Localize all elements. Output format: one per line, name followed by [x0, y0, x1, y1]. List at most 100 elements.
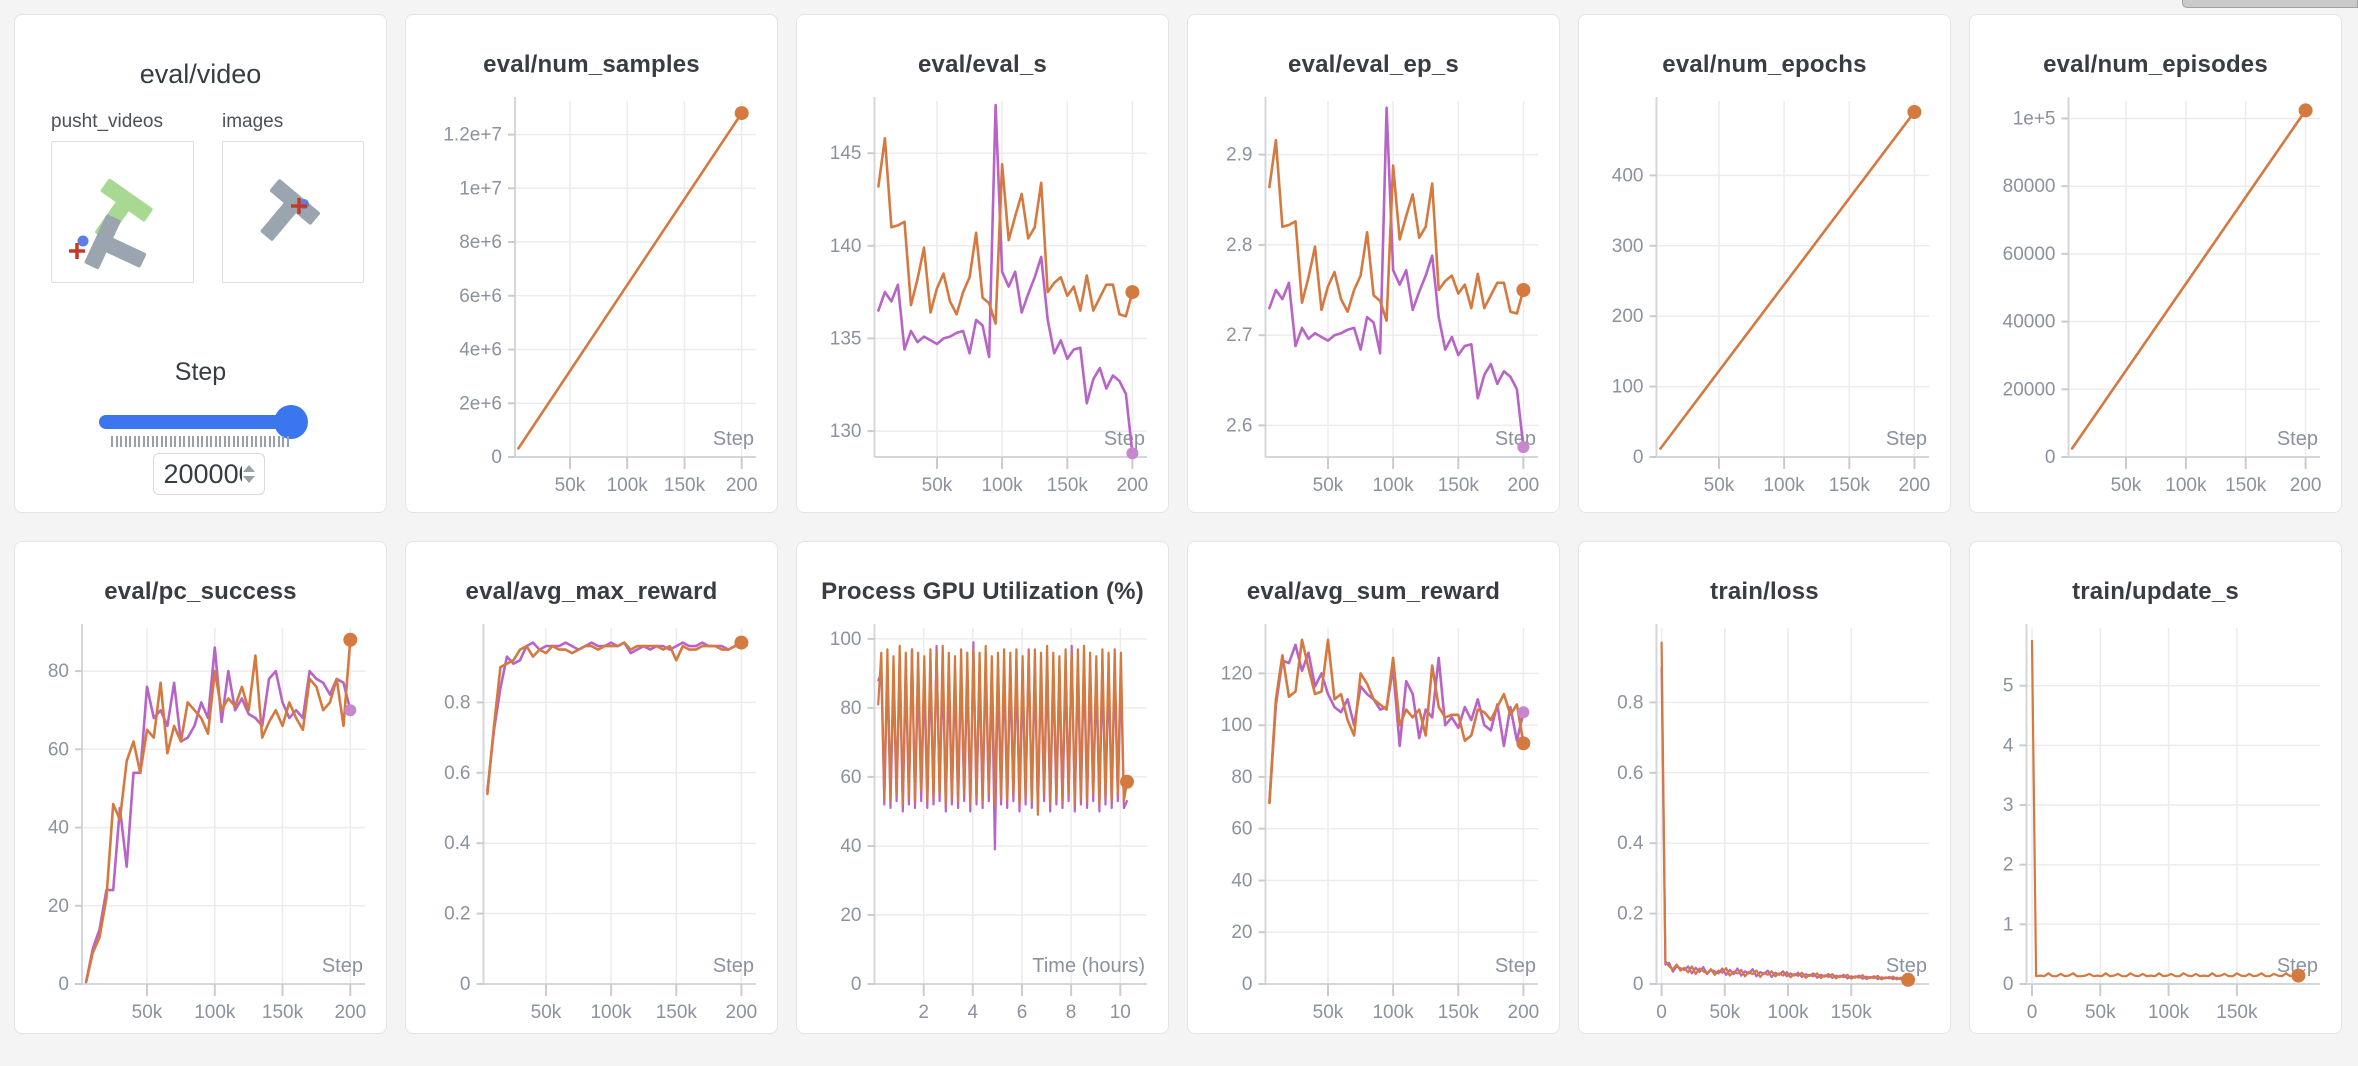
video-thumbnail-images[interactable]: [222, 141, 364, 283]
step-slider-ticks: [111, 436, 289, 447]
svg-text:150k: 150k: [262, 1002, 304, 1023]
svg-text:80: 80: [1231, 767, 1252, 788]
svg-text:0: 0: [851, 974, 862, 995]
svg-text:1.2e+7: 1.2e+7: [443, 125, 502, 146]
svg-text:2: 2: [2003, 855, 2014, 876]
svg-text:140: 140: [830, 236, 862, 257]
svg-text:40: 40: [48, 818, 69, 839]
svg-text:100k: 100k: [194, 1002, 236, 1023]
chart-plot-num-episodes[interactable]: 0 20000 40000 60000 80000 1e+5 50k 100k 150k 200 S…: [1970, 15, 2343, 514]
chart-plot-avg-sum-reward[interactable]: 0 20 40 60 80 100 120 50k 100k 150k 200 Step: [1188, 542, 1561, 1035]
svg-text:Step: Step: [1495, 955, 1536, 977]
images-scene-image: [260, 179, 320, 241]
svg-text:2.8: 2.8: [1226, 235, 1252, 256]
agent-dot: [77, 235, 89, 247]
svg-text:2e+6: 2e+6: [459, 393, 502, 414]
svg-text:0: 0: [2045, 447, 2056, 468]
step-spinner[interactable]: [242, 465, 255, 483]
svg-text:100: 100: [1612, 377, 1644, 398]
svg-text:0.8: 0.8: [1617, 692, 1643, 713]
svg-text:50k: 50k: [1313, 475, 1344, 496]
svg-text:150k: 150k: [664, 475, 706, 496]
media-label-pusht-videos: pusht_videos: [51, 111, 163, 132]
chart-card-num-epochs: eval/num_epochs 0 100 200 300 400 50k 100k 150k…: [1578, 14, 1951, 513]
chart-plot-num-samples[interactable]: 0 2e+6 4e+6 6e+6 8e+6 1e+7 1.2e+7 50k 100k 150k 20…: [406, 15, 779, 514]
chart-card-gpu-utilization: Process GPU Utilization (%) 0 20 40 60 80 100…: [796, 541, 1169, 1034]
svg-text:0.2: 0.2: [444, 904, 470, 925]
svg-text:200: 200: [1508, 475, 1540, 496]
chart-plot-eval-ep-s[interactable]: 2.6 2.7 2.8 2.9 50k 100k 150k 200 Step: [1188, 15, 1561, 514]
svg-text:100k: 100k: [2165, 475, 2207, 496]
svg-text:Step: Step: [713, 428, 754, 450]
svg-text:Step: Step: [2277, 955, 2318, 977]
svg-text:150k: 150k: [1829, 475, 1871, 496]
svg-text:6e+6: 6e+6: [459, 286, 502, 307]
svg-text:Step: Step: [1495, 428, 1536, 450]
video-thumbnail-pusht[interactable]: [51, 141, 194, 283]
svg-text:150k: 150k: [1831, 1002, 1873, 1023]
scrollbar-fragment[interactable]: [2182, 0, 2358, 8]
svg-text:Step: Step: [1886, 428, 1927, 450]
svg-text:6: 6: [1017, 1002, 1028, 1023]
svg-text:Step: Step: [1886, 955, 1927, 977]
svg-text:0: 0: [460, 974, 471, 995]
svg-text:0.6: 0.6: [1617, 763, 1643, 784]
svg-text:20: 20: [1231, 922, 1252, 943]
chart-card-eval-s: eval/eval_s 130 135 140 145 50k 100k 150k 200 St…: [796, 14, 1169, 513]
svg-text:150k: 150k: [1438, 1002, 1480, 1023]
chart-plot-train-loss[interactable]: 0 0.2 0.4 0.6 0.8 0 50k 100k 150k Step: [1579, 542, 1952, 1035]
svg-text:100k: 100k: [1372, 475, 1414, 496]
svg-text:0: 0: [1242, 974, 1253, 995]
svg-text:2.9: 2.9: [1226, 145, 1252, 166]
panel-eval-video: eval/video pusht_videos images: [14, 14, 387, 513]
chart-card-avg-sum-reward: eval/avg_sum_reward 0 20 40 60 80 100 120 50k 10…: [1187, 541, 1560, 1034]
panel-title: eval/video: [139, 59, 262, 89]
svg-text:80: 80: [840, 698, 861, 719]
chart-plot-avg-max-reward[interactable]: 0 0.2 0.4 0.6 0.8 50k 100k 150k 200 Step: [406, 542, 779, 1035]
svg-text:80000: 80000: [2003, 176, 2056, 197]
svg-text:50k: 50k: [1704, 475, 1735, 496]
svg-text:150k: 150k: [1047, 475, 1089, 496]
svg-text:50k: 50k: [1313, 1002, 1344, 1023]
svg-text:4: 4: [968, 1002, 979, 1023]
svg-text:50k: 50k: [1709, 1002, 1740, 1023]
svg-text:0.6: 0.6: [444, 763, 470, 784]
chart-plot-eval-s[interactable]: 130 135 140 145 50k 100k 150k 200 Step: [797, 15, 1170, 514]
target-cross: [69, 243, 85, 259]
svg-text:60: 60: [840, 767, 861, 788]
step-slider-thumb[interactable]: [274, 405, 308, 439]
svg-text:100k: 100k: [981, 475, 1023, 496]
chart-plot-pc-success[interactable]: 0 20 40 60 80 50k 100k 150k 200 Step: [15, 542, 388, 1035]
chart-card-train-update-s: train/update_s 0 1 2 3 4 5 0 50k 100k 150k Step: [1969, 541, 2342, 1034]
svg-text:200: 200: [2290, 475, 2322, 496]
svg-text:4e+6: 4e+6: [459, 340, 502, 361]
svg-text:2.6: 2.6: [1226, 415, 1252, 436]
svg-text:80: 80: [48, 661, 69, 682]
svg-text:300: 300: [1612, 236, 1644, 257]
svg-text:10: 10: [1110, 1002, 1131, 1023]
chart-plot-gpu-utilization[interactable]: 0 20 40 60 80 100 2 4 6 8 10 Time (hours): [797, 542, 1170, 1035]
step-number-input[interactable]: [163, 458, 242, 490]
svg-text:0: 0: [1633, 974, 1644, 995]
svg-text:100k: 100k: [1372, 1002, 1414, 1023]
svg-text:20: 20: [840, 905, 861, 926]
svg-text:60: 60: [48, 739, 69, 760]
svg-text:0: 0: [1656, 1002, 1667, 1023]
svg-text:40: 40: [1231, 871, 1252, 892]
chart-plot-num-epochs[interactable]: 0 100 200 300 400 50k 100k 150k 200 Step: [1579, 15, 1952, 514]
svg-text:5: 5: [2003, 676, 2014, 697]
svg-text:Time (hours): Time (hours): [1032, 955, 1145, 977]
svg-text:100k: 100k: [1763, 475, 1805, 496]
svg-text:50k: 50k: [531, 1002, 562, 1023]
media-label-images: images: [222, 111, 284, 132]
step-slider-track[interactable]: [99, 415, 301, 429]
svg-text:Step: Step: [2277, 428, 2318, 450]
chart-plot-train-update-s[interactable]: 0 1 2 3 4 5 0 50k 100k 150k Step: [1970, 542, 2343, 1035]
svg-text:50k: 50k: [2085, 1002, 2116, 1023]
spinner-down-icon[interactable]: [242, 476, 255, 483]
svg-text:20: 20: [48, 896, 69, 917]
svg-text:145: 145: [830, 143, 862, 164]
svg-text:0: 0: [2027, 1002, 2038, 1023]
spinner-up-icon[interactable]: [242, 465, 255, 472]
